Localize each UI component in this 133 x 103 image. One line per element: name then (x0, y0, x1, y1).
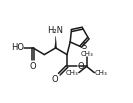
Text: CH₃: CH₃ (95, 70, 107, 76)
Text: O: O (52, 75, 59, 84)
Text: CH₃: CH₃ (80, 51, 93, 57)
Text: O: O (30, 62, 36, 71)
Text: HO: HO (11, 43, 24, 52)
Text: O: O (77, 62, 84, 71)
Text: S: S (82, 42, 87, 51)
Text: H₂N: H₂N (47, 26, 63, 35)
Polygon shape (55, 36, 57, 48)
Text: CH₃: CH₃ (66, 70, 79, 76)
